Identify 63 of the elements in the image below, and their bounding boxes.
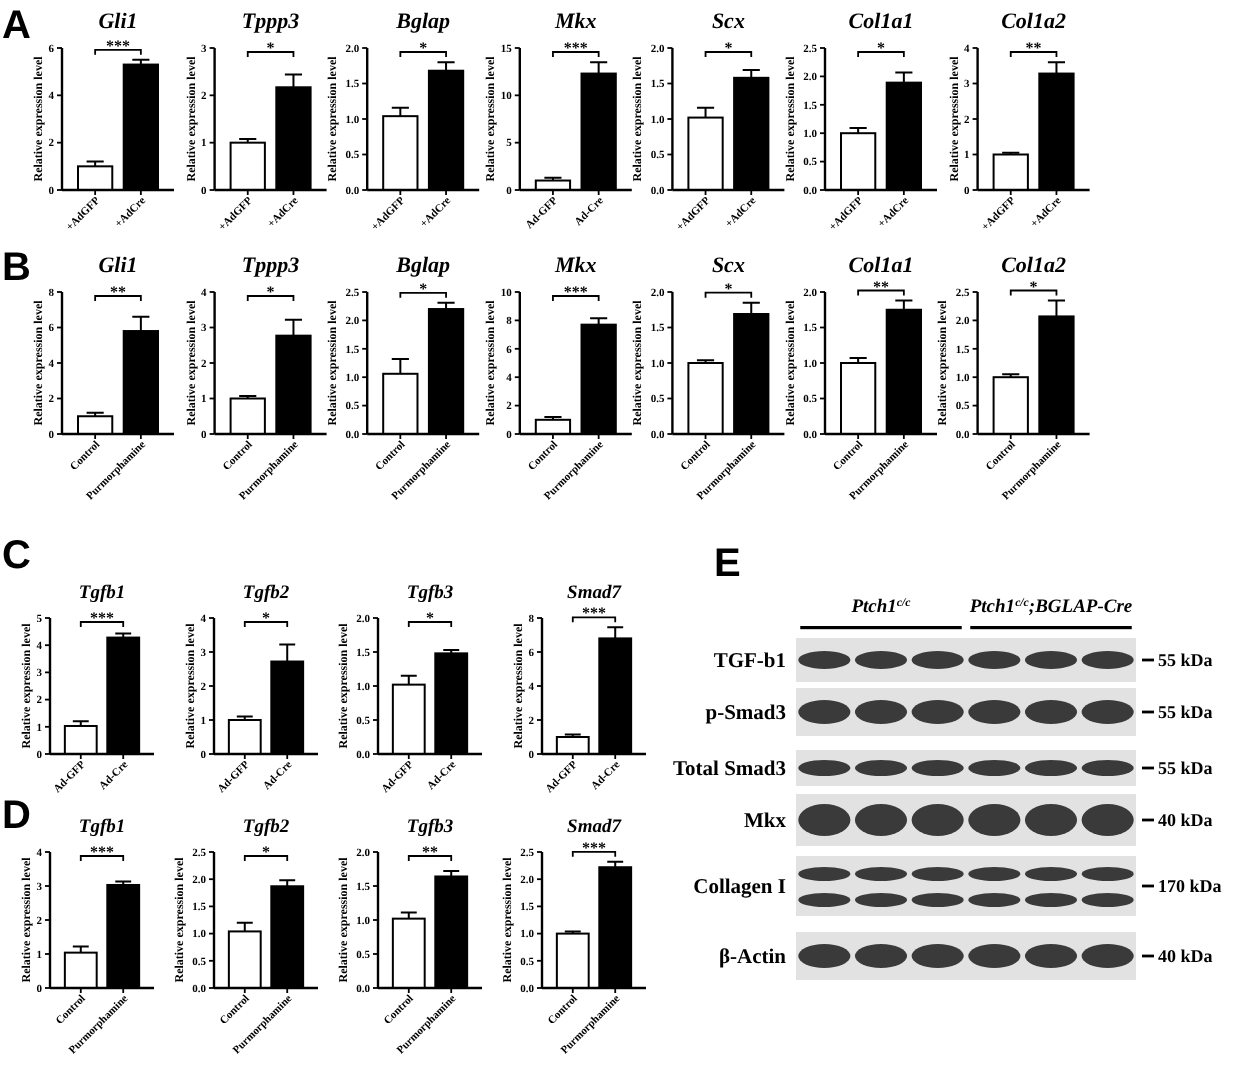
annotation: ** (1025, 39, 1042, 57)
chart-title: Col1a1 (848, 254, 914, 278)
category-label: 55 kDa (1158, 702, 1213, 722)
annotation: ** (422, 843, 438, 861)
chart-title: Mkx (553, 254, 598, 278)
annotation: * (426, 609, 434, 627)
annotation: * (419, 279, 428, 298)
category-label: 40 kDa (1158, 946, 1213, 966)
annotation: * (266, 283, 275, 301)
chart-title: Bglap (394, 10, 452, 34)
category-label: 55 kDa (1158, 758, 1213, 778)
chart-title: Tppp3 (241, 10, 301, 34)
text: B (2, 246, 31, 290)
annotation: *** (90, 843, 114, 861)
annotation: *** (90, 609, 114, 627)
category-label: Mkx (744, 811, 786, 833)
annotation: *** (106, 36, 130, 55)
text: C (2, 534, 31, 578)
chart-title: Col1a2 (1001, 254, 1067, 278)
annotation: * (419, 39, 428, 57)
annotation: * (1029, 277, 1038, 296)
chart-title: Smad7 (567, 818, 624, 838)
chart-title: Tgfb3 (406, 584, 454, 604)
category-label: Total Smad3 (672, 759, 786, 781)
chart-title: Bglap (394, 254, 452, 278)
chart-title: Col1a2 (1001, 10, 1067, 34)
text: D (2, 794, 31, 838)
text: E (714, 542, 741, 586)
chart-title: Tgfb1 (78, 584, 126, 604)
annotation: * (262, 609, 270, 627)
annotation: * (266, 39, 275, 57)
annotation: * (262, 843, 270, 861)
category-label: Ptch1$^{c/c}$;BGLAP-Cre (969, 598, 1134, 618)
category-label: p-Smad3 (705, 703, 786, 725)
annotation: * (877, 39, 885, 57)
chart-title: Tgfb1 (78, 818, 126, 838)
chart-title: Tgfb2 (242, 818, 290, 838)
category-label: 40 kDa (1158, 810, 1213, 830)
annotation: *** (563, 283, 588, 301)
category-label: Ptch1$^{c/c}$ (851, 598, 912, 618)
annotation: * (724, 39, 733, 57)
annotation: *** (563, 39, 588, 57)
chart-title: Scx (711, 254, 746, 278)
category-label: TGF-b1 (713, 651, 786, 673)
category-label: 55 kDa (1158, 650, 1213, 670)
chart-title: Scx (711, 10, 746, 34)
category-label: β-Actin (718, 947, 786, 969)
chart-title: Tppp3 (241, 254, 301, 278)
chart-title: Tgfb2 (242, 584, 290, 604)
annotation: ** (873, 277, 889, 296)
text: A (2, 4, 31, 48)
chart-title: Smad7 (567, 584, 624, 604)
annotation: * (724, 279, 733, 298)
category-label: 170 kDa (1158, 876, 1222, 896)
annotation: ** (110, 283, 126, 301)
chart-title: Mkx (553, 10, 598, 34)
chart-title: Gli1 (98, 254, 138, 278)
annotation: *** (582, 838, 606, 857)
annotation: *** (582, 604, 606, 623)
chart-title: Col1a1 (848, 10, 914, 34)
chart-title: Tgfb3 (406, 818, 454, 838)
chart-title: Gli1 (98, 10, 138, 34)
category-label: Collagen I (693, 877, 786, 899)
